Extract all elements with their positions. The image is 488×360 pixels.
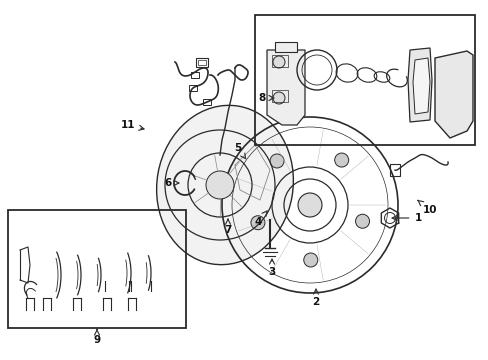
Text: 11: 11 bbox=[121, 120, 144, 130]
Text: 6: 6 bbox=[164, 178, 179, 188]
Ellipse shape bbox=[156, 105, 293, 265]
Circle shape bbox=[334, 153, 348, 167]
Text: 3: 3 bbox=[268, 259, 275, 277]
Circle shape bbox=[272, 56, 285, 68]
Text: 5: 5 bbox=[234, 143, 245, 159]
Circle shape bbox=[272, 92, 285, 104]
Polygon shape bbox=[274, 42, 296, 52]
Text: 7: 7 bbox=[224, 219, 231, 235]
Polygon shape bbox=[266, 50, 305, 125]
Text: 2: 2 bbox=[312, 289, 319, 307]
Polygon shape bbox=[434, 51, 472, 138]
Circle shape bbox=[297, 193, 321, 217]
Bar bbox=[189, 85, 197, 91]
Circle shape bbox=[355, 214, 369, 228]
Text: 4: 4 bbox=[254, 211, 266, 227]
Polygon shape bbox=[407, 48, 431, 122]
Circle shape bbox=[303, 253, 317, 267]
Bar bbox=[271, 55, 287, 67]
Text: 1: 1 bbox=[391, 213, 421, 223]
Bar bbox=[254, 15, 474, 145]
Circle shape bbox=[269, 154, 284, 168]
Text: 9: 9 bbox=[93, 329, 101, 345]
Bar bbox=[389, 164, 399, 176]
Bar bbox=[196, 58, 207, 67]
Bar bbox=[203, 99, 210, 105]
Bar bbox=[271, 90, 287, 102]
Bar bbox=[198, 60, 205, 65]
Text: 10: 10 bbox=[417, 200, 436, 215]
Bar bbox=[191, 72, 199, 78]
Circle shape bbox=[250, 216, 264, 230]
Text: 8: 8 bbox=[258, 93, 273, 103]
Polygon shape bbox=[412, 58, 429, 114]
Bar bbox=[8, 210, 185, 328]
Circle shape bbox=[205, 171, 234, 199]
